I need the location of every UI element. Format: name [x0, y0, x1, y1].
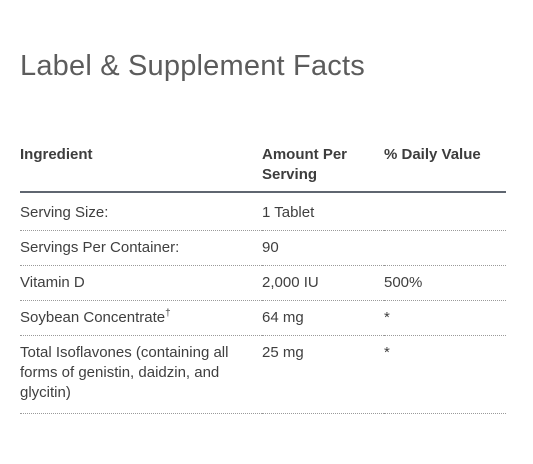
supplement-facts-table: Ingredient Amount Per Serving % Daily Va…: [20, 143, 506, 414]
table-row: Servings Per Container: 90: [20, 230, 506, 266]
table-row: Soybean Concentrate† 64 mg *: [20, 300, 506, 336]
table-row: Vitamin D 2,000 IU 500%: [20, 265, 506, 301]
amount-cell: 2,000 IU: [262, 265, 384, 301]
ingredient-cell: Soybean Concentrate†: [20, 300, 262, 336]
table-row: Total Isoflavones (containing all forms …: [20, 335, 506, 414]
daily-value-cell: [384, 230, 506, 266]
amount-cell: 64 mg: [262, 300, 384, 336]
daily-value-cell: [384, 192, 506, 231]
table-header-row: Ingredient Amount Per Serving % Daily Va…: [20, 143, 506, 193]
ingredient-cell: Total Isoflavones (containing all forms …: [20, 335, 262, 414]
amount-cell: 90: [262, 230, 384, 266]
table-row: Serving Size: 1 Tablet: [20, 192, 506, 231]
column-header-amount: Amount Per Serving: [262, 143, 384, 193]
page-title: Label & Supplement Facts: [20, 50, 365, 82]
column-header-daily-value: % Daily Value: [384, 143, 506, 193]
amount-cell: 25 mg: [262, 335, 384, 414]
ingredient-cell: Serving Size:: [20, 192, 262, 231]
ingredient-cell: Servings Per Container:: [20, 230, 262, 266]
dagger-footnote-mark: †: [165, 308, 171, 319]
column-header-ingredient: Ingredient: [20, 143, 262, 193]
daily-value-cell: 500%: [384, 265, 506, 301]
daily-value-cell: *: [384, 300, 506, 336]
ingredient-name: Soybean Concentrate: [20, 309, 166, 326]
ingredient-cell: Vitamin D: [20, 265, 262, 301]
daily-value-cell: *: [384, 335, 506, 414]
amount-cell: 1 Tablet: [262, 192, 384, 231]
